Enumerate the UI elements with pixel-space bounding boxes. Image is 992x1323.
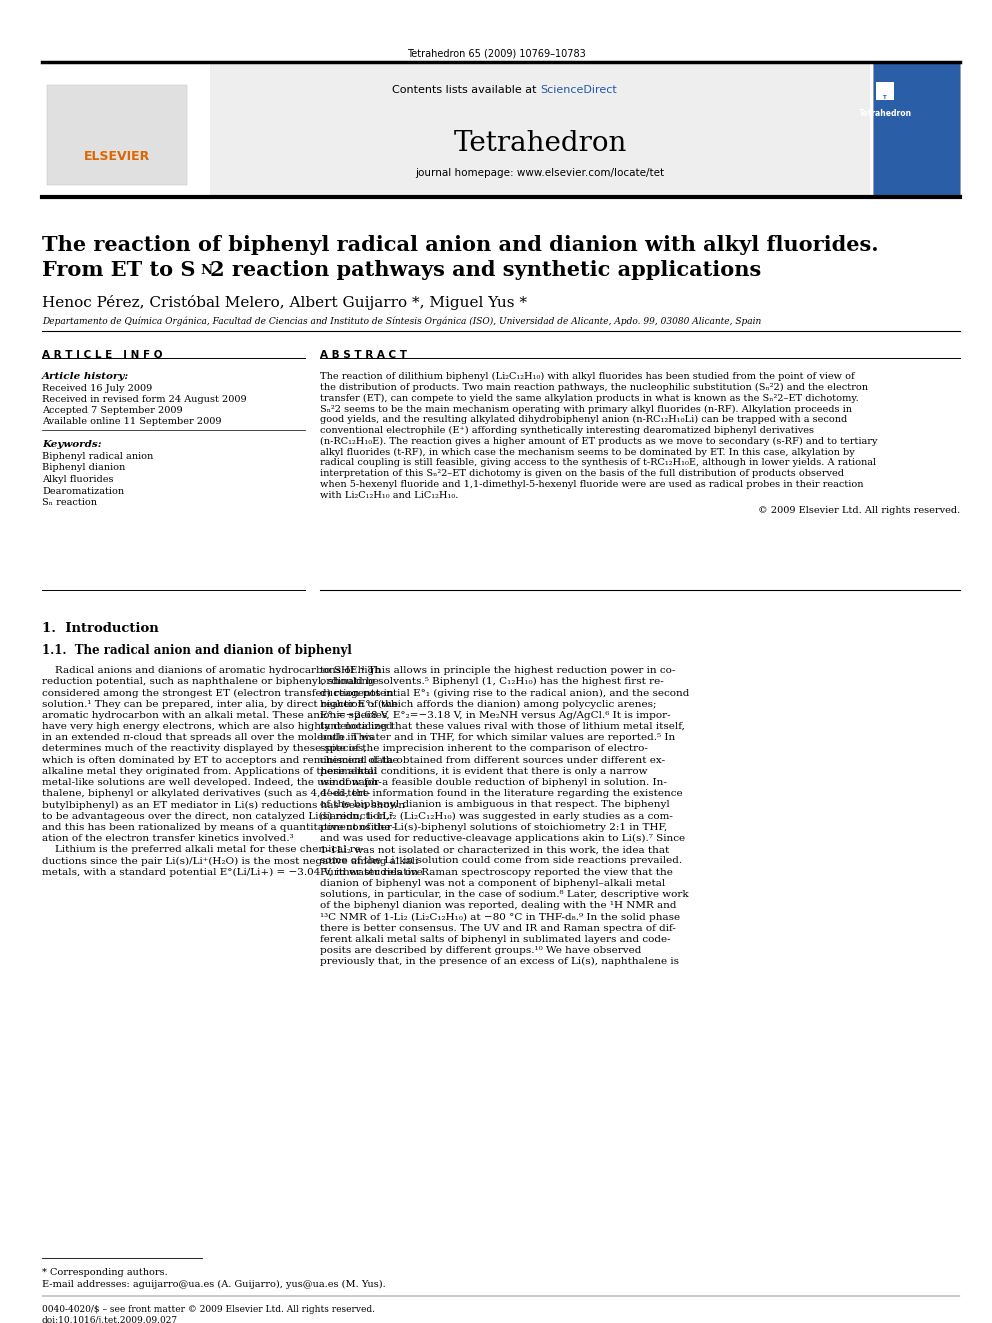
Text: have very high energy electrons, which are also highly delocalized: have very high energy electrons, which a… [42, 722, 393, 732]
Text: A B S T R A C T: A B S T R A C T [320, 351, 407, 360]
Text: Alkyl fluorides: Alkyl fluorides [42, 475, 113, 484]
Text: Tetrahedron: Tetrahedron [858, 108, 912, 118]
Text: previously that, in the presence of an excess of Li(s), naphthalene is: previously that, in the presence of an e… [320, 958, 679, 966]
Text: 0040-4020/$ – see front matter © 2009 Elsevier Ltd. All rights reserved.: 0040-4020/$ – see front matter © 2009 El… [42, 1304, 375, 1314]
Text: of the biphenyl dianion is ambiguous in that respect. The biphenyl: of the biphenyl dianion is ambiguous in … [320, 800, 670, 810]
Text: Biphenyl dianion: Biphenyl dianion [42, 463, 125, 472]
Text: metal-like solutions are well developed. Indeed, the use of naph-: metal-like solutions are well developed.… [42, 778, 382, 787]
Text: perimental conditions, it is evident that there is only a narrow: perimental conditions, it is evident tha… [320, 767, 648, 775]
Text: ordinating solvents.⁵ Biphenyl (1, C₁₂H₁₀) has the highest first re-: ordinating solvents.⁵ Biphenyl (1, C₁₂H₁… [320, 677, 664, 687]
Text: there is better consensus. The UV and IR and Raman spectra of dif-: there is better consensus. The UV and IR… [320, 923, 676, 933]
Text: Tetrahedron 65 (2009) 10769–10783: Tetrahedron 65 (2009) 10769–10783 [407, 48, 585, 58]
Text: aromatic hydrocarbon with an alkali metal. These anionic species: aromatic hydrocarbon with an alkali meta… [42, 710, 387, 720]
Text: E°₁=−2.68 V, E°₂=−3.18 V, in Me₂NH versus Ag/AgCl.⁶ It is impor-: E°₁=−2.68 V, E°₂=−3.18 V, in Me₂NH versu… [320, 710, 671, 720]
Text: higher E°₂ (which affords the dianion) among polycyclic arenes;: higher E°₂ (which affords the dianion) a… [320, 700, 657, 709]
Text: Radical anions and dianions of aromatic hydrocarbons of high: Radical anions and dianions of aromatic … [42, 665, 381, 675]
Text: ation of the electron transfer kinetics involved.³: ation of the electron transfer kinetics … [42, 833, 294, 843]
Text: (n-RC₁₂H₁₀E). The reaction gives a higher amount of ET products as we move to se: (n-RC₁₂H₁₀E). The reaction gives a highe… [320, 437, 878, 446]
Text: ELSEVIER: ELSEVIER [84, 149, 150, 163]
Text: Sₙ²2 seems to be the main mechanism operating with primary alkyl fluorides (n-RF: Sₙ²2 seems to be the main mechanism oper… [320, 405, 852, 414]
Text: metals, with a standard potential E°(Li/Li+) = −3.04 V, in water relative: metals, with a standard potential E°(Li/… [42, 868, 423, 877]
Text: Dearomatization: Dearomatization [42, 487, 124, 496]
Text: 2 reaction pathways and synthetic applications: 2 reaction pathways and synthetic applic… [210, 261, 761, 280]
Text: radical coupling is still feasible, giving access to the synthesis of t-RC₁₂H₁₀E: radical coupling is still feasible, givi… [320, 458, 876, 467]
Text: Lithium is the preferred alkali metal for these chemical re-: Lithium is the preferred alkali metal fo… [42, 845, 364, 855]
Text: ScienceDirect: ScienceDirect [540, 85, 617, 95]
Text: interpretation of this Sₙ²2–ET dichotomy is given on the basis of the full distr: interpretation of this Sₙ²2–ET dichotomy… [320, 470, 844, 478]
Text: to be advantageous over the direct, non catalyzed Li(s) reduction,²: to be advantageous over the direct, non … [42, 811, 394, 820]
Text: Tetrahedron: Tetrahedron [453, 130, 627, 157]
Text: Accepted 7 September 2009: Accepted 7 September 2009 [42, 406, 183, 415]
Text: with Li₂C₁₂H₁₀ and LiC₁₂H₁₀.: with Li₂C₁₂H₁₀ and LiC₁₂H₁₀. [320, 491, 458, 500]
Text: Biphenyl radical anion: Biphenyl radical anion [42, 452, 153, 460]
Text: ductions since the pair Li(s)/Li⁺(H₂O) is the most negative among alkali: ductions since the pair Li(s)/Li⁺(H₂O) i… [42, 856, 419, 865]
Text: Further studies on Raman spectroscopy reported the view that the: Further studies on Raman spectroscopy re… [320, 868, 673, 877]
Text: alkaline metal they originated from. Applications of these alkali: alkaline metal they originated from. App… [42, 767, 377, 775]
Text: Article history:: Article history: [42, 372, 129, 381]
Text: in an extended π-cloud that spreads all over the molecule. This: in an extended π-cloud that spreads all … [42, 733, 374, 742]
Text: good yields, and the resulting alkylated dihydrobiphenyl anion (n-RC₁₂H₁₀Li) can: good yields, and the resulting alkylated… [320, 415, 847, 425]
Text: 1-1Li₂ was not isolated or characterized in this work, the idea that: 1-1Li₂ was not isolated or characterized… [320, 845, 670, 855]
Text: spite of the imprecision inherent to the comparison of electro-: spite of the imprecision inherent to the… [320, 745, 648, 753]
Text: A R T I C L E   I N F O: A R T I C L E I N F O [42, 351, 163, 360]
Text: alkyl fluorides (t-RF), in which case the mechanism seems to be dominated by ET.: alkyl fluorides (t-RF), in which case th… [320, 447, 855, 456]
Text: doi:10.1016/j.tet.2009.09.027: doi:10.1016/j.tet.2009.09.027 [42, 1316, 179, 1323]
Text: reduction potential, such as naphthalene or biphenyl, should be: reduction potential, such as naphthalene… [42, 677, 379, 687]
Text: and was used for reductive-cleavage applications akin to Li(s).⁷ Since: and was used for reductive-cleavage appl… [320, 833, 685, 843]
Text: thalene, biphenyl or alkylated derivatives (such as 4,4’-di-tert-: thalene, biphenyl or alkylated derivativ… [42, 790, 370, 798]
Text: * Corresponding authors.: * Corresponding authors. [42, 1267, 168, 1277]
Text: Sₙ reaction: Sₙ reaction [42, 497, 97, 507]
Text: tant noticing that these values rival with those of lithium metal itself,: tant noticing that these values rival wi… [320, 722, 684, 732]
Text: ferent alkali metal salts of biphenyl in sublimated layers and code-: ferent alkali metal salts of biphenyl in… [320, 935, 671, 943]
Text: posits are described by different groups.¹⁰ We have observed: posits are described by different groups… [320, 946, 642, 955]
Bar [47, 85, 187, 185]
Text: From ET to S: From ET to S [42, 261, 195, 280]
Text: Contents lists available at: Contents lists available at [392, 85, 540, 95]
Text: the distribution of products. Two main reaction pathways, the nucleophilic subst: the distribution of products. Two main r… [320, 382, 868, 392]
Text: solutions, in particular, in the case of sodium.⁸ Later, descriptive work: solutions, in particular, in the case of… [320, 890, 688, 900]
Bar [210, 62, 870, 194]
Text: N: N [200, 265, 212, 277]
Text: ¹³C NMR of 1-Li₂ (Li₂C₁₂H₁₀) at −80 °C in THF-d₈.⁹ In the solid phase: ¹³C NMR of 1-Li₂ (Li₂C₁₂H₁₀) at −80 °C i… [320, 913, 681, 922]
Text: both in water and in THF, for which similar values are reported.⁵ In: both in water and in THF, for which simi… [320, 733, 676, 742]
Text: butylbiphenyl) as an ET mediator in Li(s) reductions has been shown: butylbiphenyl) as an ET mediator in Li(s… [42, 800, 405, 810]
Text: 1.  Introduction: 1. Introduction [42, 622, 159, 635]
Text: which is often dominated by ET to acceptors and reminiscent of the: which is often dominated by ET to accept… [42, 755, 399, 765]
Text: of the biphenyl dianion was reported, dealing with the ¹H NMR and: of the biphenyl dianion was reported, de… [320, 901, 677, 910]
Text: ponent of the Li(s)-biphenyl solutions of stoichiometry 2:1 in THF,: ponent of the Li(s)-biphenyl solutions o… [320, 823, 668, 832]
Text: duction potential E°₁ (giving rise to the radical anion), and the second: duction potential E°₁ (giving rise to th… [320, 688, 689, 697]
Text: E-mail addresses: aguijarro@ua.es (A. Guijarro), yus@ua.es (M. Yus).: E-mail addresses: aguijarro@ua.es (A. Gu… [42, 1279, 386, 1289]
Bar [873, 62, 960, 194]
Text: T: T [883, 95, 887, 101]
Text: dianion, 1-1Li₂ (Li₂C₁₂H₁₀) was suggested in early studies as a com-: dianion, 1-1Li₂ (Li₂C₁₂H₁₀) was suggeste… [320, 811, 673, 820]
Text: journal homepage: www.elsevier.com/locate/tet: journal homepage: www.elsevier.com/locat… [416, 168, 665, 179]
Text: when 5-hexenyl fluoride and 1,1-dimethyl-5-hexenyl fluoride were are used as rad: when 5-hexenyl fluoride and 1,1-dimethyl… [320, 480, 863, 490]
Text: The reaction of biphenyl radical anion and dianion with alkyl fluorides.: The reaction of biphenyl radical anion a… [42, 235, 879, 255]
Text: Received 16 July 2009: Received 16 July 2009 [42, 384, 152, 393]
Text: Received in revised form 24 August 2009: Received in revised form 24 August 2009 [42, 396, 247, 404]
Text: deed, the information found in the literature regarding the existence: deed, the information found in the liter… [320, 790, 682, 798]
Text: transfer (ET), can compete to yield the same alkylation products in what is know: transfer (ET), can compete to yield the … [320, 394, 859, 402]
Text: The reaction of dilithium biphenyl (Li₂C₁₂H₁₀) with alkyl fluorides has been stu: The reaction of dilithium biphenyl (Li₂C… [320, 372, 855, 381]
Text: to SHE.⁴ This allows in principle the highest reduction power in co-: to SHE.⁴ This allows in principle the hi… [320, 665, 676, 675]
Text: 1.1.  The radical anion and dianion of biphenyl: 1.1. The radical anion and dianion of bi… [42, 644, 352, 658]
Text: Departamento de Química Orgánica, Facultad de Ciencias and Instituto de Síntesis: Departamento de Química Orgánica, Facult… [42, 318, 761, 327]
Text: chemical data obtained from different sources under different ex-: chemical data obtained from different so… [320, 755, 665, 765]
Text: conventional electrophile (E⁺) affording synthetically interesting dearomatized : conventional electrophile (E⁺) affording… [320, 426, 814, 435]
Text: solution.¹ They can be prepared, inter alia, by direct reaction of the: solution.¹ They can be prepared, inter a… [42, 700, 398, 709]
Text: some of the Li⁺ in solution could come from side reactions prevailed.: some of the Li⁺ in solution could come f… [320, 856, 682, 865]
Text: Available online 11 September 2009: Available online 11 September 2009 [42, 417, 221, 426]
Text: © 2009 Elsevier Ltd. All rights reserved.: © 2009 Elsevier Ltd. All rights reserved… [758, 505, 960, 515]
Text: and this has been rationalized by means of a quantitative consider-: and this has been rationalized by means … [42, 823, 395, 832]
Text: Henoc Pérez, Cristóbal Melero, Albert Guijarro *, Miguel Yus *: Henoc Pérez, Cristóbal Melero, Albert Gu… [42, 295, 527, 310]
Text: dianion of biphenyl was not a component of biphenyl–alkali metal: dianion of biphenyl was not a component … [320, 878, 666, 888]
Bar [876, 82, 894, 101]
Text: window for a feasible double reduction of biphenyl in solution. In-: window for a feasible double reduction o… [320, 778, 667, 787]
Text: considered among the strongest ET (electron transfer) reagents in: considered among the strongest ET (elect… [42, 688, 394, 697]
Text: determines much of the reactivity displayed by these species,: determines much of the reactivity displa… [42, 745, 366, 753]
Text: Keywords:: Keywords: [42, 441, 101, 448]
